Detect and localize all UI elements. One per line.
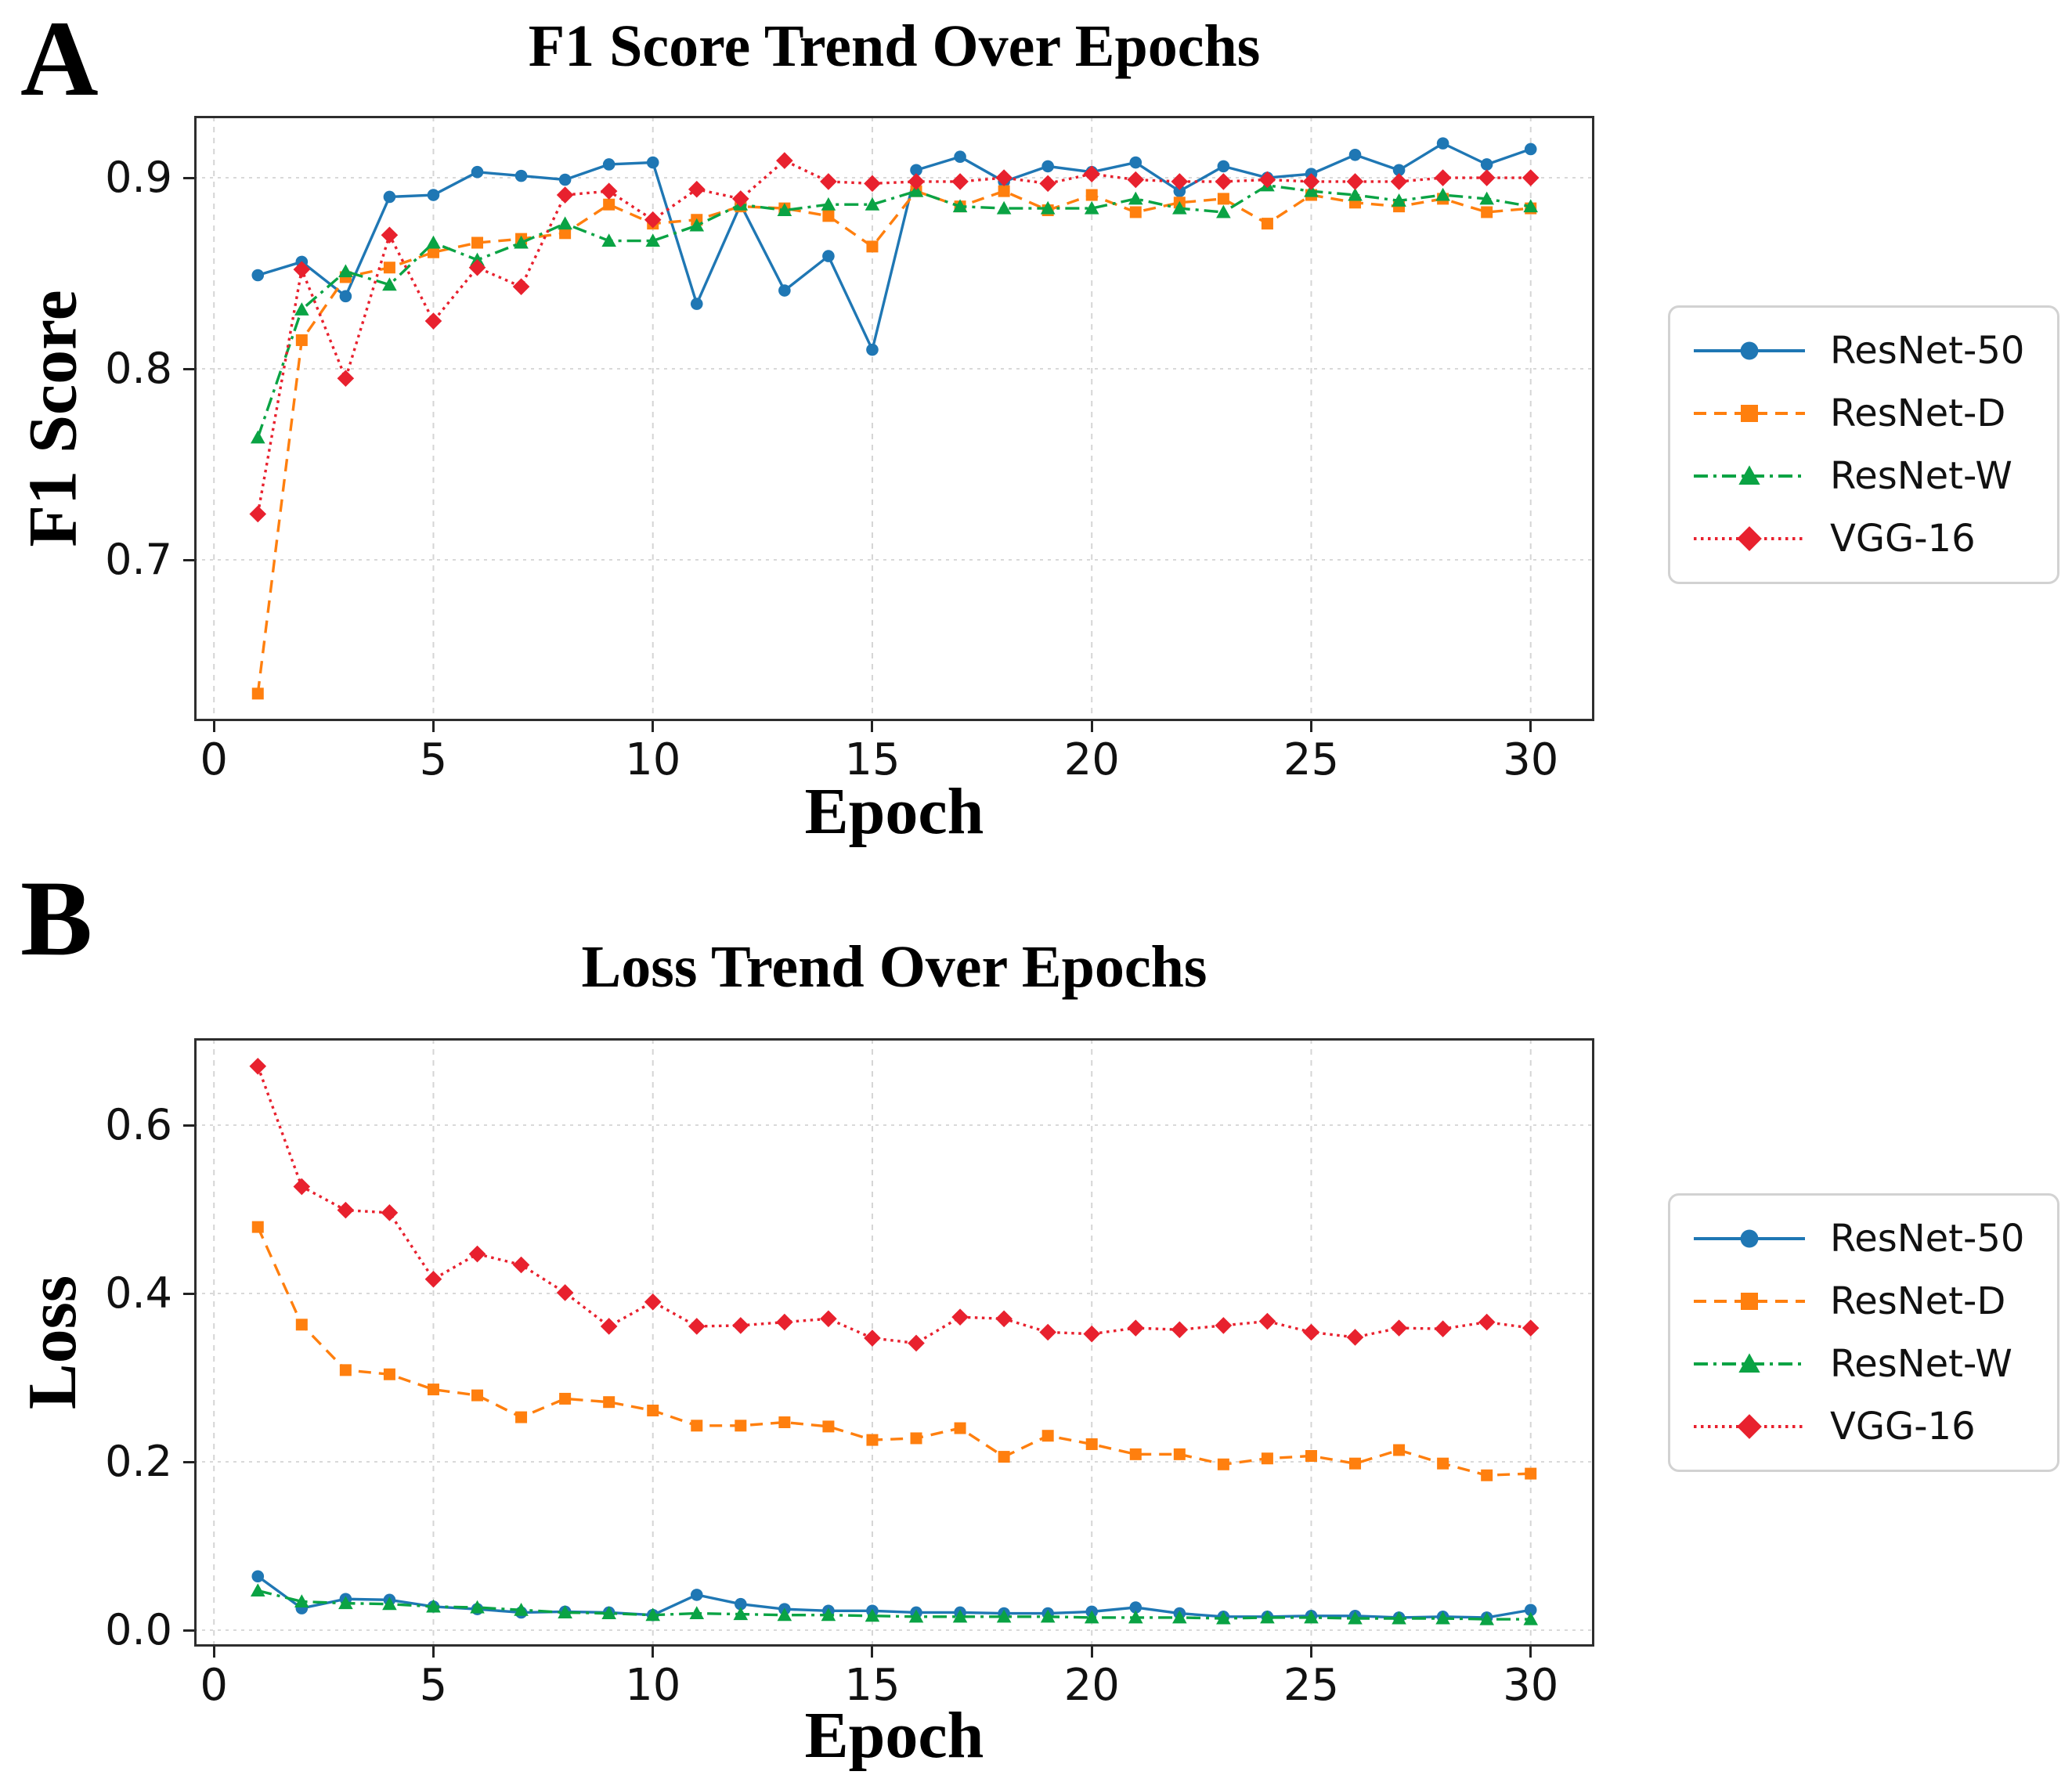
legend-label: VGG-16 [1830, 1405, 1976, 1449]
chart-b-legend: ResNet-50 ResNet-D ResNet-W VGG-16 [1668, 1193, 2060, 1472]
x-tick-mark [1309, 721, 1312, 732]
legend-entry-vgg-16: VGG-16 [1691, 1402, 2024, 1451]
x-tick-mark [1090, 721, 1093, 732]
panel-label-b: B [20, 858, 93, 978]
x-tick-label: 25 [1283, 1660, 1340, 1711]
panel-label-a: A [20, 0, 99, 118]
legend-line-sample [1694, 1353, 1805, 1373]
y-tick-mark [183, 1292, 194, 1295]
legend-line-sample [1694, 1229, 1805, 1248]
x-tick-mark [431, 721, 435, 732]
x-tick-mark [431, 1647, 435, 1658]
plot-border [194, 116, 1594, 721]
legend-line-sample [1694, 465, 1805, 485]
chart-b-xlabel: Epoch [804, 1699, 984, 1772]
y-tick-mark [183, 1629, 194, 1632]
legend-line-sample [1694, 1293, 1805, 1310]
y-tick-mark [183, 1460, 194, 1463]
x-tick-label: 25 [1283, 734, 1340, 785]
x-tick-label: 5 [419, 1660, 448, 1711]
x-tick-label: 15 [844, 1660, 901, 1711]
series-vgg-16 [249, 152, 1540, 523]
y-tick-label: 0.7 [105, 535, 172, 585]
chart-b-plot-area [194, 1038, 1594, 1647]
y-tick-label: 0.6 [105, 1100, 172, 1150]
plot-border [194, 1038, 1594, 1647]
series-resnet-d [251, 1221, 1537, 1481]
chart-a-plot-area [194, 116, 1594, 721]
y-tick-mark [183, 367, 194, 370]
y-tick-label: 0.0 [105, 1605, 172, 1655]
chart-a-xlabel: Epoch [804, 775, 984, 848]
legend-entry-resnet-w: ResNet-W [1691, 1340, 2024, 1388]
series-resnet-50 [251, 1570, 1537, 1624]
legend-label: VGG-16 [1830, 517, 1976, 561]
legend-label: ResNet-50 [1830, 1217, 2025, 1261]
y-tick-label: 0.4 [105, 1268, 172, 1319]
legend-entry-resnet-d: ResNet-D [1691, 1277, 2024, 1326]
x-tick-label: 0 [200, 1660, 229, 1711]
x-tick-mark [212, 1647, 215, 1658]
legend-label: ResNet-D [1830, 391, 2006, 435]
x-tick-label: 10 [625, 734, 681, 785]
y-tick-label: 0.9 [105, 153, 172, 203]
legend-label: ResNet-50 [1830, 329, 2025, 373]
legend-entry-resnet-50: ResNet-50 [1691, 1214, 2024, 1263]
chart-a-ylabel: F1 Score [15, 290, 92, 547]
chart-b-title: Loss Trend Over Epochs [581, 934, 1207, 1000]
chart-a-legend: ResNet-50 ResNet-D ResNet-W VGG-16 [1668, 305, 2060, 584]
x-tick-mark [1090, 1647, 1093, 1658]
x-tick-label: 20 [1063, 1660, 1120, 1711]
y-tick-mark [183, 176, 194, 179]
legend-entry-vgg-16: VGG-16 [1691, 514, 2024, 563]
x-tick-label: 20 [1063, 734, 1120, 785]
legend-line-sample [1694, 341, 1805, 360]
legend-label: ResNet-D [1830, 1279, 2006, 1323]
legend-line-sample [1694, 526, 1805, 551]
x-tick-mark [871, 1647, 874, 1658]
y-tick-mark [183, 558, 194, 561]
legend-label: ResNet-W [1830, 1342, 2012, 1386]
x-tick-label: 30 [1503, 1660, 1559, 1711]
x-tick-mark [652, 1647, 655, 1658]
x-tick-mark [212, 721, 215, 732]
y-tick-label: 0.2 [105, 1437, 172, 1487]
legend-line-sample [1694, 1414, 1805, 1439]
y-tick-label: 0.8 [105, 344, 172, 394]
x-tick-mark [871, 721, 874, 732]
series-resnet-w [250, 1583, 1539, 1625]
x-tick-mark [1309, 1647, 1312, 1658]
x-tick-label: 30 [1503, 734, 1559, 785]
legend-line-sample [1694, 405, 1805, 422]
legend-label: ResNet-W [1830, 454, 2012, 498]
x-tick-mark [1529, 1647, 1532, 1658]
legend-entry-resnet-d: ResNet-D [1691, 389, 2024, 438]
y-tick-mark [183, 1124, 194, 1127]
x-tick-label: 5 [419, 734, 448, 785]
chart-a-title: F1 Score Trend Over Epochs [528, 13, 1261, 79]
legend-entry-resnet-w: ResNet-W [1691, 452, 2024, 500]
x-tick-label: 10 [625, 1660, 681, 1711]
x-tick-mark [1529, 721, 1532, 732]
x-tick-label: 15 [844, 734, 901, 785]
x-tick-label: 0 [200, 734, 229, 785]
series-vgg-16 [249, 1057, 1540, 1352]
legend-entry-resnet-50: ResNet-50 [1691, 326, 2024, 375]
x-tick-mark [652, 721, 655, 732]
